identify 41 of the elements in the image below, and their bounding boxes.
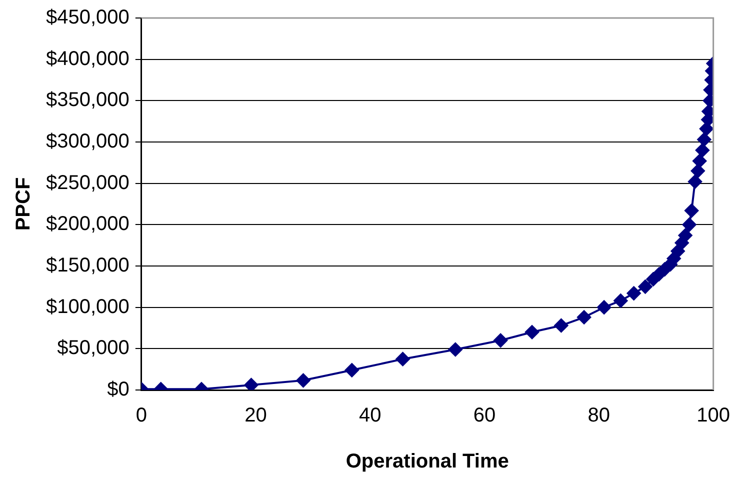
point <box>244 378 258 390</box>
point <box>690 164 705 178</box>
x-tick-label: 100 <box>696 404 730 427</box>
point <box>525 325 540 340</box>
point <box>396 352 410 366</box>
y-tick-label: $400,000 <box>46 48 130 70</box>
point <box>554 318 568 333</box>
point <box>448 342 462 356</box>
x-tick-label: 60 <box>473 404 496 427</box>
x-tick-label: 80 <box>588 404 610 427</box>
point <box>638 280 652 294</box>
point <box>695 143 710 158</box>
point <box>692 154 707 168</box>
point <box>626 286 641 300</box>
point <box>697 132 712 147</box>
point <box>684 204 699 218</box>
point <box>296 373 310 388</box>
x-axis-title: Operational Time <box>346 450 509 473</box>
y-tick-label: $0 <box>107 378 130 401</box>
x-tick-label: 0 <box>136 404 147 427</box>
point <box>344 363 359 378</box>
x-tick-label: 20 <box>244 404 267 427</box>
point <box>670 244 685 258</box>
point <box>682 218 696 232</box>
point <box>577 310 592 324</box>
y-tick-label: $50,000 <box>57 337 130 360</box>
y-tick-label: $200,000 <box>46 213 130 236</box>
y-tick-label: $450,000 <box>46 6 130 29</box>
point <box>494 333 508 348</box>
y-axis-title: PPCF <box>12 177 35 231</box>
point <box>678 228 692 242</box>
point <box>597 300 612 314</box>
y-tick-label: $300,000 <box>46 130 130 153</box>
y-tick-label: $250,000 <box>46 172 130 194</box>
y-tick-label: $150,000 <box>46 254 130 277</box>
point <box>699 122 714 136</box>
x-tick-label: 40 <box>359 404 382 427</box>
y-tick-label: $350,000 <box>46 89 130 112</box>
y-tick-label: $100,000 <box>46 296 130 318</box>
point <box>614 294 628 308</box>
point <box>688 174 702 189</box>
